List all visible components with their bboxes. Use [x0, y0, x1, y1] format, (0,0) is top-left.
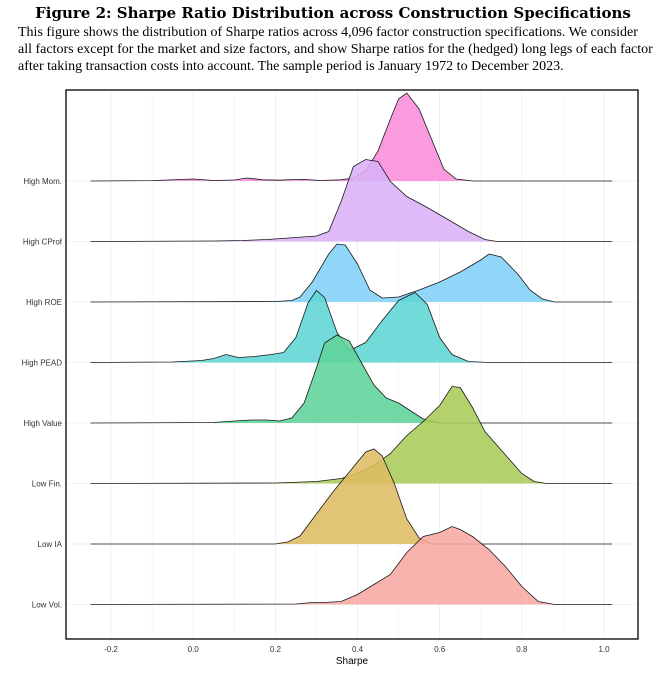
- ridge-fill-low-vol: [90, 526, 613, 605]
- x-tick-label: -0.2: [104, 645, 118, 654]
- ridge-outline-low-fin: [90, 386, 613, 484]
- x-tick-label: 1.0: [598, 645, 610, 654]
- y-tick-label-high-pead: High PEAD: [22, 359, 63, 368]
- x-tick-label: 0.6: [434, 645, 446, 654]
- ridge-fill-high-roe: [90, 244, 613, 302]
- ridge-fill-low-ia: [90, 449, 613, 544]
- x-tick-label: 0.4: [352, 645, 364, 654]
- y-tick-label-high-mom: High Mom.: [23, 177, 62, 186]
- figure-title: Figure 2: Sharpe Ratio Distribution acro…: [35, 4, 631, 22]
- x-tick-label: 0.0: [188, 645, 200, 654]
- ridge-outline-high-pead: [90, 289, 613, 363]
- ridge-outline-high-roe: [90, 243, 613, 303]
- ridge-outline-low-ia: [90, 448, 613, 545]
- x-tick-labels: -0.2 0.0 0.2 0.4 0.6 0.8 1.0: [104, 645, 610, 654]
- x-axis-title: Sharpe: [336, 656, 369, 667]
- ridge-outline-high-mom: [90, 92, 613, 182]
- ridge-outline-high-value: [90, 334, 613, 424]
- y-tick-label-low-fin: Low Fin.: [32, 480, 62, 489]
- y-tick-label-high-roe: High ROE: [26, 298, 62, 307]
- y-tick-label-low-vol: Low Vol.: [32, 601, 62, 610]
- plot-frame: [65, 89, 639, 640]
- y-tick-label-high-cprof: High CProf: [23, 238, 63, 247]
- y-tick-label-high-value: High Value: [23, 419, 62, 428]
- ridge-fill-high-cprof: [90, 159, 613, 242]
- x-tick-label: 0.2: [270, 645, 282, 654]
- ridge-outline-low-vol: [90, 526, 613, 605]
- ridge-fill-high-value: [90, 335, 613, 423]
- x-tick-label: 0.8: [516, 645, 528, 654]
- y-tick-label-low-ia: Low IA: [38, 540, 63, 549]
- ridge-outline-high-cprof: [90, 159, 613, 242]
- figure-caption: This figure shows the distribution of Sh…: [18, 25, 653, 74]
- ridge-layer: [90, 92, 613, 605]
- ridge-fill-low-fin: [90, 386, 613, 484]
- y-tick-labels: High Mom. High CProf High ROE High PEAD High…: [22, 177, 63, 610]
